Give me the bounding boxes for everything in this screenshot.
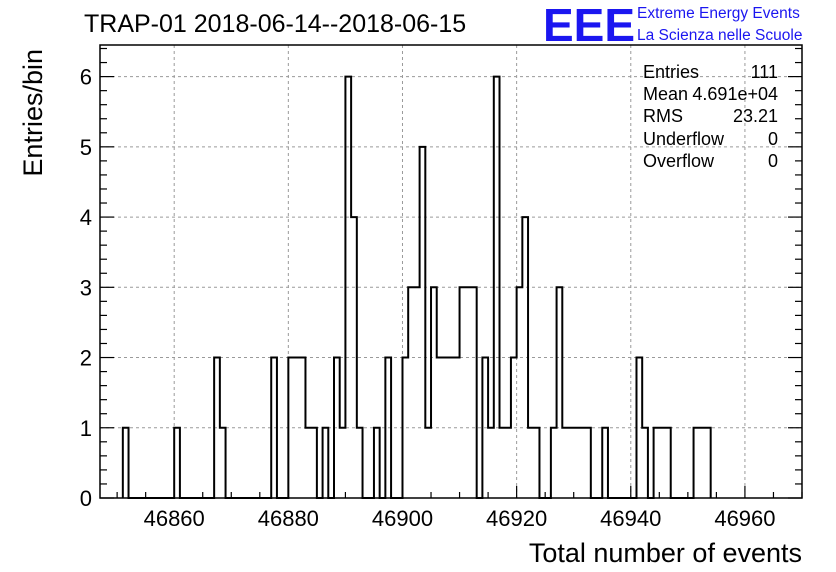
histogram-bin	[511, 358, 517, 498]
stat-value: 0	[768, 151, 778, 171]
histogram-bin	[482, 358, 488, 498]
histogram-bin	[460, 287, 466, 498]
x-axis-title: Total number of events	[529, 538, 802, 568]
histogram-bin	[425, 428, 431, 498]
y-tick-label: 5	[80, 135, 92, 160]
x-tick-label: 46920	[486, 506, 547, 531]
y-tick-label: 0	[80, 486, 92, 511]
histogram-bin	[579, 428, 585, 498]
x-tick-label: 46940	[600, 506, 661, 531]
histogram-bin	[694, 428, 700, 498]
stats-box: Entries 111 Mean 4.691e+04 RMS 23.21 Und…	[643, 62, 778, 171]
histogram-bin	[500, 428, 506, 498]
histogram-bin	[174, 428, 180, 498]
histogram-bin	[414, 287, 420, 498]
histogram-bin	[442, 358, 448, 498]
logo-letters: EEE	[543, 0, 635, 51]
y-tick-label: 3	[80, 275, 92, 300]
axis-ticks	[100, 47, 803, 499]
stats-row-rms: RMS 23.21	[643, 106, 778, 126]
histogram-bin	[665, 428, 671, 498]
histogram-bin	[300, 358, 306, 498]
histogram-bin	[534, 428, 540, 498]
histogram-bin	[374, 428, 380, 498]
histogram-bin	[351, 217, 357, 498]
histogram-bin	[437, 358, 443, 498]
histogram-bin	[494, 77, 500, 498]
histogram-bin	[305, 428, 311, 498]
histogram-bin	[431, 287, 437, 498]
stats-row-entries: Entries 111	[643, 62, 778, 82]
y-axis-title: Entries/bin	[18, 49, 48, 177]
x-tick-label: 46900	[372, 506, 433, 531]
stat-value: 0	[768, 129, 778, 149]
x-tick-label: 46860	[144, 506, 205, 531]
histogram-bin	[528, 428, 534, 498]
logo-line-1: Extreme Energy Events	[637, 5, 800, 22]
y-tick-label: 6	[80, 65, 92, 90]
histogram-bin	[659, 428, 665, 498]
histogram-bin	[699, 428, 705, 498]
logo-line-2: La Scienza nelle Scuole	[637, 27, 802, 44]
histogram-bin	[420, 147, 426, 498]
histogram-bin	[636, 358, 642, 498]
histogram-bin	[471, 287, 477, 498]
histogram-bin	[448, 358, 454, 498]
histogram-bin	[220, 428, 226, 498]
histogram-bin	[357, 428, 363, 498]
histogram-bin	[385, 358, 391, 498]
histogram-bin	[488, 428, 494, 498]
y-tick-label: 4	[80, 205, 92, 230]
histogram-bin	[288, 358, 294, 498]
stats-row-mean: Mean 4.691e+04	[643, 84, 778, 104]
stat-label: Underflow	[643, 129, 725, 149]
histogram-bin	[551, 428, 557, 498]
stat-label: Overflow	[643, 151, 715, 171]
stat-label: Mean	[643, 84, 688, 104]
plot-frame	[99, 44, 803, 499]
y-tick-label: 1	[80, 416, 92, 441]
x-tick-label: 46880	[258, 506, 319, 531]
histogram-bin	[408, 287, 414, 498]
histogram-bin	[294, 358, 300, 498]
stat-label: RMS	[643, 106, 683, 126]
histogram-bin	[522, 217, 528, 498]
stat-value: 111	[751, 62, 778, 82]
histogram-bin	[340, 428, 346, 498]
stats-row-overflow: Overflow 0	[643, 151, 778, 171]
histogram-bin	[557, 287, 563, 498]
histogram-bin	[568, 428, 574, 498]
histogram-bin	[402, 358, 408, 498]
y-tick-labels: 0 1 2 3 4 5 6	[80, 65, 92, 511]
histogram-bin	[334, 358, 340, 498]
histogram-bin	[465, 287, 471, 498]
histogram-bin	[602, 428, 608, 498]
histogram-bin	[311, 428, 317, 498]
stat-value: 4.691e+04	[692, 84, 778, 104]
y-tick-label: 2	[80, 346, 92, 371]
x-tick-label: 46960	[714, 506, 775, 531]
chart-title: TRAP-01 2018-06-14--2018-06-15	[84, 10, 466, 38]
histogram-bin	[271, 358, 277, 498]
histogram-bin	[642, 428, 648, 498]
histogram-bin	[323, 428, 329, 498]
x-tick-labels: 46860 46880 46900 46920 46940 46960	[144, 506, 776, 531]
stats-row-underflow: Underflow 0	[643, 129, 778, 149]
histogram-bin	[562, 428, 568, 498]
histogram-bin	[214, 358, 220, 498]
histogram-bin	[345, 77, 351, 498]
histogram-bin	[705, 428, 711, 498]
histogram-bin	[517, 287, 523, 498]
histogram-bin	[505, 428, 511, 498]
histogram-bin	[454, 358, 460, 498]
stat-label: Entries	[643, 62, 699, 82]
stat-value: 23.21	[733, 106, 778, 126]
histogram-bin	[585, 428, 591, 498]
histogram-bin	[654, 428, 660, 498]
eee-logo: EEE Extreme Energy Events La Scienza nel…	[543, 0, 802, 51]
histogram-bin	[574, 428, 580, 498]
histogram-bin	[123, 428, 129, 498]
